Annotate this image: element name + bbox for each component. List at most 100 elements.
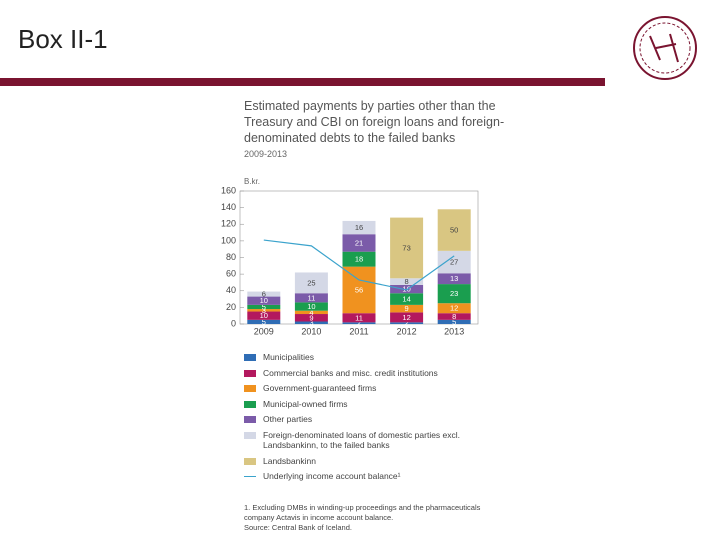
data-label: 11 (355, 313, 363, 322)
data-label: 50 (450, 226, 458, 235)
line-series (263, 239, 455, 291)
x-tick-label: 2011 (349, 326, 368, 336)
bar-segment (342, 220, 376, 235)
legend-label: Municipal-owned firms (263, 398, 348, 409)
bar-segment (390, 304, 424, 313)
legend-entry: Government-guaranteed firms (244, 383, 484, 399)
data-label: 5 (452, 317, 456, 326)
bar-segment (342, 313, 376, 323)
legend-swatch (244, 431, 256, 439)
header-rule (0, 78, 605, 86)
y-tick-label: 20 (226, 302, 236, 312)
bar-segment (247, 296, 281, 305)
logo (633, 16, 697, 80)
legend-swatch (244, 416, 256, 423)
y-tick-label: 60 (226, 269, 236, 279)
data-label: 73 (402, 243, 410, 252)
data-label: 8 (452, 312, 456, 321)
data-label: 23 (450, 289, 458, 298)
data-label: 16 (355, 223, 363, 232)
data-label: 5 (262, 317, 266, 326)
data-label: 5 (262, 302, 266, 311)
bar-segment (294, 293, 328, 303)
bar-segment (294, 302, 328, 311)
bar-segment (390, 312, 424, 323)
bar-segment (437, 303, 471, 314)
bar-segment (247, 309, 281, 312)
bar-segment (294, 314, 328, 322)
bar-segment (247, 311, 281, 320)
legend-swatch (244, 400, 256, 408)
bar-segment (342, 234, 376, 252)
legend-swatch (244, 354, 256, 361)
bar-segment (437, 313, 471, 320)
data-label: 9 (309, 313, 313, 322)
bar-segment (247, 319, 281, 324)
x-tick-label: 2013 (444, 326, 464, 336)
data-label: 27 (450, 258, 458, 267)
bar-segment (294, 272, 328, 294)
legend-label: Other parties (263, 414, 313, 424)
legend-label: Underlying income account balance¹ (263, 471, 401, 481)
data-label: 2 (405, 319, 409, 328)
legend-label: Municipalities (263, 352, 315, 362)
data-label: 18 (355, 255, 363, 264)
y-tick-label: 0 (231, 318, 236, 328)
y-tick-label: 140 (221, 202, 236, 212)
x-tick-label: 2012 (397, 326, 417, 336)
bar-segment (390, 284, 424, 294)
y-tick-label: 100 (221, 235, 236, 245)
chart-subtitle: 2009-2013 (244, 149, 288, 159)
data-label: 12 (450, 304, 458, 313)
legend-entry: Municipalities (244, 352, 484, 368)
bar-segment (390, 278, 424, 285)
bar-segment (342, 322, 376, 324)
legend-entry: Other parties (244, 414, 484, 430)
data-label: 3 (309, 318, 313, 327)
bar-segment (390, 217, 424, 279)
chart-title: Estimated payments by parties other than… (244, 99, 505, 145)
x-tick-label: 2009 (254, 326, 274, 336)
y-tick-label: 160 (221, 185, 236, 195)
bar-segment (247, 304, 281, 310)
data-label: 25 (307, 278, 315, 287)
data-label: 14 (402, 295, 410, 304)
y-tick-label: 120 (221, 219, 236, 229)
bar-segment (437, 284, 471, 304)
data-label: 3 (262, 306, 266, 315)
legend: Municipalities Commercial banks and misc.… (244, 352, 484, 487)
legend-entry: Underlying income account balance¹ (244, 471, 484, 487)
legend-label: Landsbankinn (263, 455, 316, 466)
legend-label: Commercial banks and misc. credit instit… (263, 367, 438, 378)
data-label: 6 (262, 290, 266, 299)
legend-swatch (244, 385, 256, 392)
data-label: 2 (357, 319, 361, 328)
data-label: 4 (309, 308, 313, 317)
slide-title: Box II-1 (18, 24, 108, 54)
bar-segment (294, 310, 328, 315)
x-tick-label: 2010 (301, 326, 321, 336)
bar-segment (437, 250, 471, 274)
footnotes: 1. Excluding DMBs in winding-up proceedi… (244, 503, 494, 533)
data-label: 11 (308, 293, 316, 302)
legend-entry: Foreign-denominated loans of domestic pa… (244, 430, 484, 456)
data-label: 56 (355, 285, 363, 294)
bar-segment (390, 293, 424, 305)
footnote: Source: Central Bank of Iceland. (244, 523, 352, 532)
data-label: 9 (405, 304, 409, 313)
y-tick-label: 80 (226, 252, 236, 262)
legend-swatch (244, 476, 256, 477)
legend-label: Foreign-denominated loans of domestic pa… (263, 429, 461, 450)
footnote: 1. Excluding DMBs in winding-up proceedi… (244, 503, 481, 522)
legend-entry: Commercial banks and misc. credit instit… (244, 368, 484, 384)
data-label: 10 (260, 296, 268, 305)
data-label: 12 (402, 313, 410, 322)
legend-entry: Landsbankinn (244, 456, 484, 472)
bar-segment (437, 273, 471, 285)
data-label: 10 (260, 311, 268, 320)
legend-label: Government-guaranteed firms (263, 383, 377, 393)
bar-segment (342, 266, 376, 314)
bar-segment (437, 319, 471, 324)
